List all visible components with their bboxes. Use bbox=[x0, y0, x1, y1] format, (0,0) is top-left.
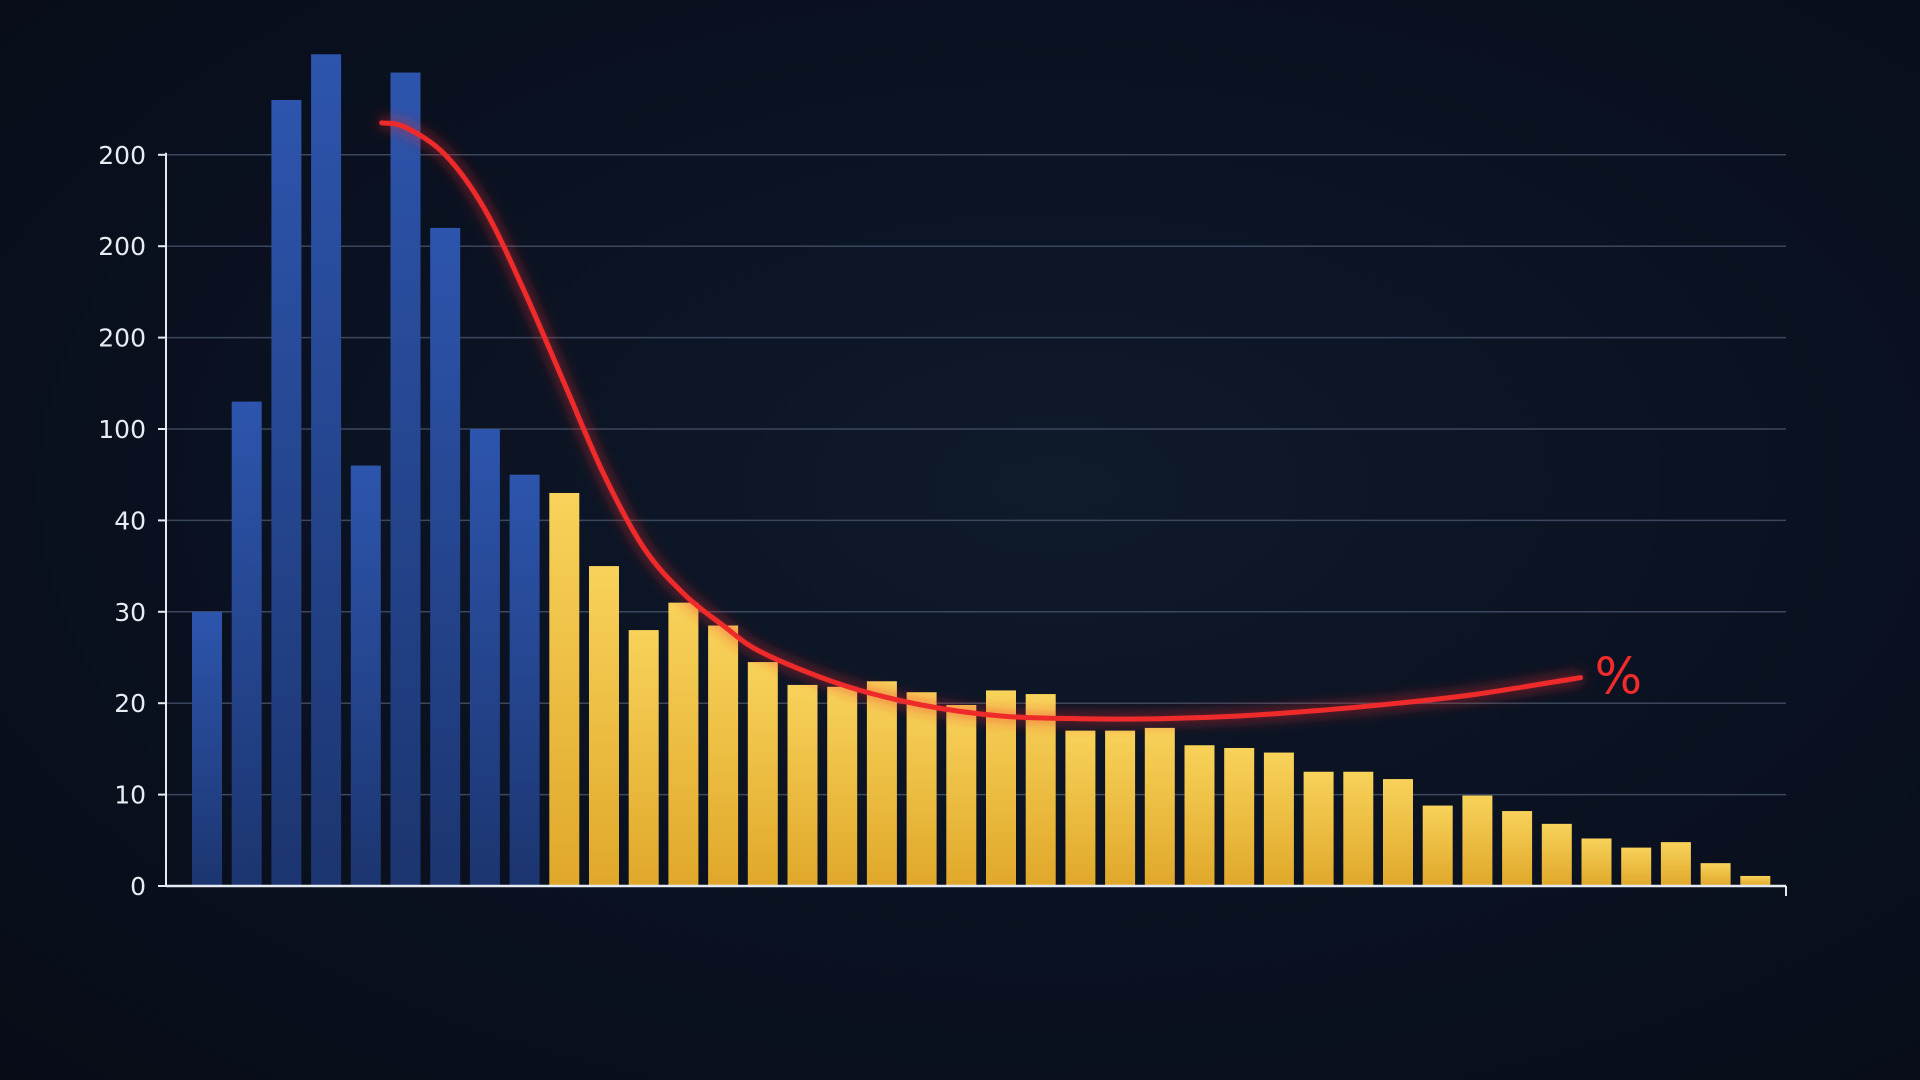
bar-yellow bbox=[1541, 823, 1572, 886]
bar-yellow bbox=[1740, 875, 1771, 886]
bar-yellow bbox=[986, 690, 1016, 886]
bar-yellow bbox=[1263, 752, 1294, 886]
y-tick-label: 30 bbox=[114, 598, 146, 627]
bar-yellow bbox=[1422, 805, 1453, 886]
bar-blue bbox=[231, 401, 262, 886]
bar-yellow bbox=[1343, 771, 1374, 886]
bar-yellow bbox=[1303, 771, 1334, 886]
bar-yellow bbox=[906, 692, 937, 886]
bar-yellow bbox=[1025, 694, 1056, 886]
bar-yellow bbox=[1105, 730, 1136, 886]
bar-yellow bbox=[708, 625, 739, 886]
bar-blue bbox=[192, 611, 222, 886]
y-tick-label: 20 bbox=[114, 689, 146, 718]
axes bbox=[158, 152, 1787, 896]
trend-line-group: % bbox=[379, 120, 1643, 722]
trend-line-label: % bbox=[1595, 648, 1643, 706]
y-tick-label: 10 bbox=[114, 781, 146, 810]
bar-yellow bbox=[1224, 747, 1255, 886]
bar-blue bbox=[390, 72, 421, 887]
y-tick-label: 0 bbox=[130, 872, 146, 901]
bar-yellow bbox=[747, 662, 778, 886]
bar-yellow bbox=[1581, 838, 1612, 886]
bar-yellow bbox=[1502, 811, 1533, 886]
y-tick-labels: 0 10 20 30 40 100 200 200 200 bbox=[98, 141, 146, 901]
bar-blue bbox=[469, 429, 500, 886]
bar-yellow bbox=[866, 681, 897, 886]
bar-blue bbox=[509, 474, 540, 886]
bar-yellow bbox=[628, 630, 659, 886]
y-tick-label: 200 bbox=[98, 141, 146, 170]
y-tick-label: 200 bbox=[98, 232, 146, 261]
bar-yellow bbox=[827, 686, 858, 886]
trend-line bbox=[379, 120, 1584, 722]
bar-yellow bbox=[668, 602, 699, 886]
bar-blue bbox=[350, 465, 381, 886]
bar-blue bbox=[430, 227, 461, 887]
bar-yellow bbox=[787, 684, 818, 886]
bar-yellow bbox=[589, 566, 619, 886]
y-tick-label: 40 bbox=[114, 506, 146, 535]
bar-blue bbox=[271, 99, 302, 886]
bar-yellow bbox=[1700, 863, 1731, 886]
bar-yellow bbox=[549, 492, 580, 886]
bar-yellow bbox=[1184, 745, 1215, 886]
bars bbox=[192, 54, 1771, 887]
y-tick-label: 100 bbox=[98, 415, 146, 444]
bar-blue bbox=[311, 54, 342, 886]
bar-yellow bbox=[1621, 847, 1652, 886]
bar-yellow bbox=[1383, 779, 1413, 886]
bar-yellow bbox=[1660, 842, 1691, 886]
y-tick-label: 200 bbox=[98, 324, 146, 353]
bar-yellow bbox=[946, 705, 977, 886]
bar-yellow bbox=[1462, 795, 1493, 886]
bar-yellow bbox=[1065, 730, 1096, 886]
bar-yellow bbox=[1144, 727, 1175, 886]
